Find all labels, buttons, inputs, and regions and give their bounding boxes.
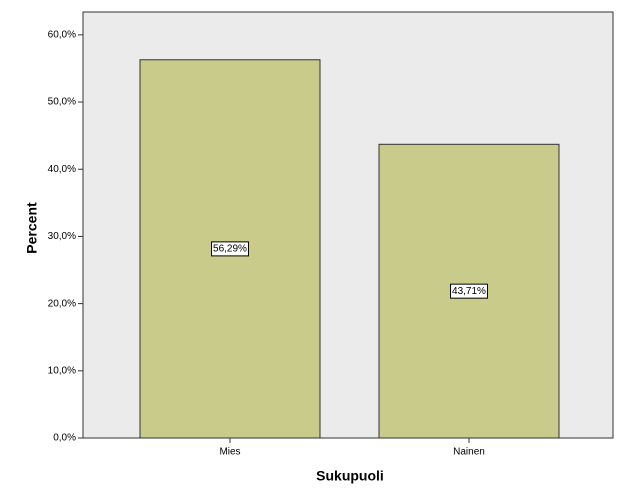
y-axis-title: Percent bbox=[24, 202, 40, 254]
value-label-box bbox=[450, 283, 488, 299]
value-label: 43,71% bbox=[452, 286, 486, 297]
y-tick-label: 20,0% bbox=[48, 298, 76, 309]
y-tick-label: 30,0% bbox=[48, 231, 76, 242]
bar bbox=[378, 143, 560, 439]
value-label-box bbox=[211, 241, 249, 257]
x-tick-label: Mies bbox=[219, 447, 240, 458]
x-axis-title: Sukupuoli bbox=[316, 468, 384, 484]
y-tick-label: 0,0% bbox=[53, 433, 76, 444]
y-tick-label: 10,0% bbox=[48, 365, 76, 376]
value-label: 56,29% bbox=[213, 244, 247, 255]
y-tick-label: 40,0% bbox=[48, 164, 76, 175]
y-tick-label: 50,0% bbox=[48, 97, 76, 108]
x-tick-label: Nainen bbox=[453, 447, 485, 458]
y-tick-label: 60,0% bbox=[48, 29, 76, 40]
